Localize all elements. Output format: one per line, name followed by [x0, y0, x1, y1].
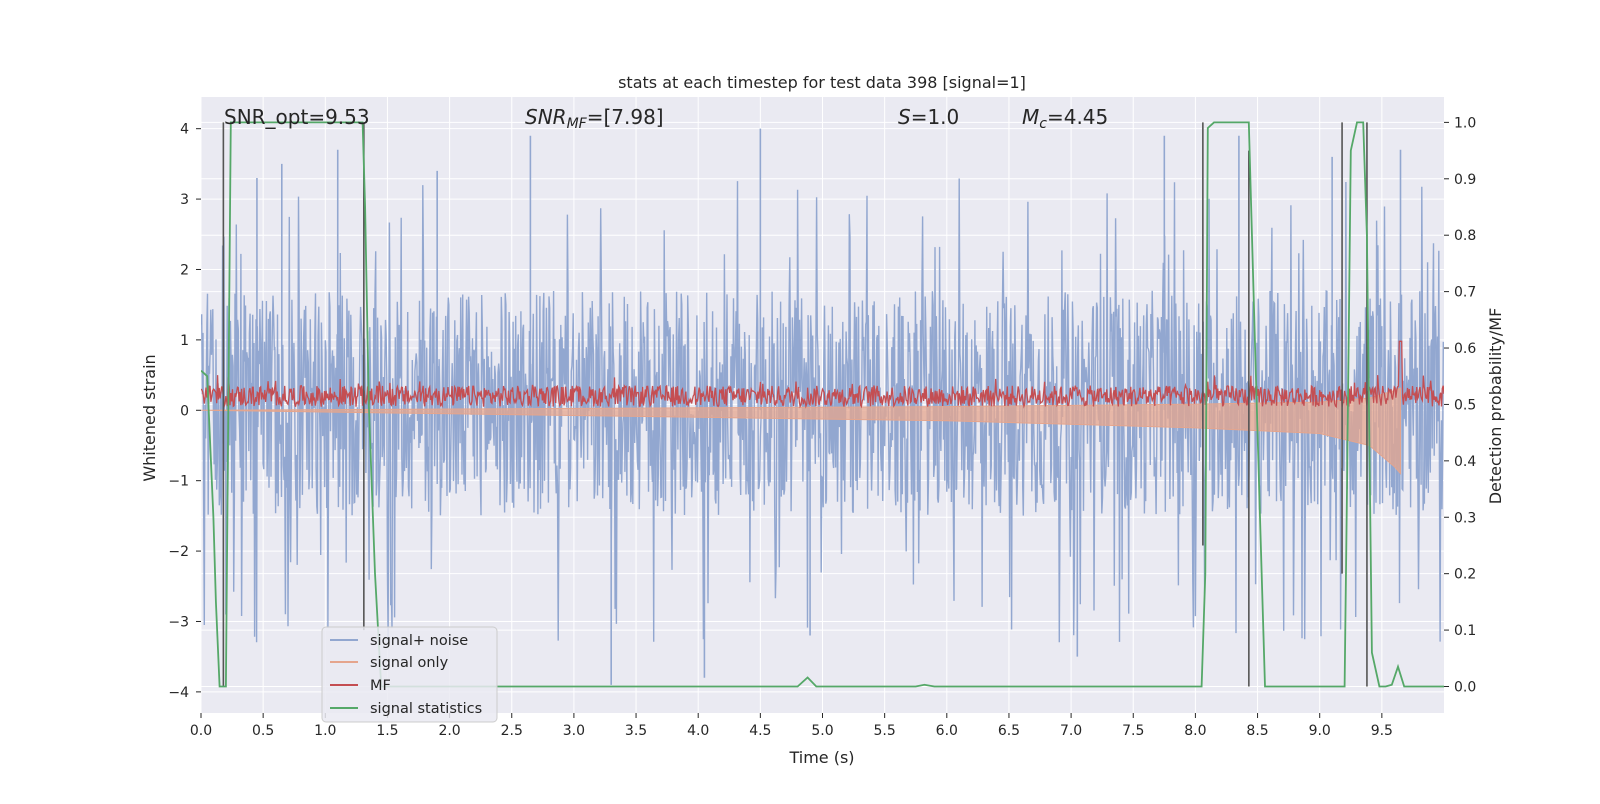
y2-tick-label: 1.0: [1454, 115, 1476, 131]
y-tick-label: −3: [168, 614, 189, 630]
y2-tick-label: 0.5: [1454, 397, 1476, 413]
x-tick-label: 7.5: [1122, 723, 1144, 739]
mf-line: [201, 340, 1444, 409]
legend-label-mf: MF: [370, 678, 391, 694]
signal-only-line: [201, 387, 1401, 475]
x-tick-label: 5.5: [874, 723, 896, 739]
series-signal-only: [201, 387, 1401, 475]
y2-tick-label: 0.7: [1454, 285, 1476, 301]
y-tick-label: 1: [180, 333, 189, 349]
annotation-mc: Mc=4.45: [1022, 105, 1108, 132]
signal-noise-line: [201, 178, 1444, 643]
x-tick-label: 2.0: [438, 723, 460, 739]
x-tick-label: 1.5: [376, 723, 398, 739]
y-tick-label: −1: [168, 474, 189, 490]
y2-tick-label: 0.9: [1454, 172, 1476, 188]
y-tick-label: 4: [180, 122, 189, 138]
legend-label-signal-only: signal only: [370, 655, 449, 671]
y2-tick-label: 0.8: [1454, 228, 1476, 244]
series-signal-statistics: [201, 121, 1444, 688]
legend: signal+ noise signal only MF signal stat…: [321, 626, 498, 723]
y-tick-label: 0: [180, 403, 189, 419]
annotation-snr-opt: SNR_opt=9.53: [224, 105, 370, 129]
legend-label-signal-noise: signal+ noise: [370, 633, 468, 649]
annotation-s: S=1.0: [898, 105, 959, 129]
x-tick-label: 9.5: [1371, 723, 1393, 739]
y2-axis-label: Detection probability/MF: [1486, 308, 1505, 505]
y-axis-label: Whitened strain: [140, 354, 159, 481]
x-tick-label: 4.5: [749, 723, 771, 739]
y2-tick-label: 0.4: [1454, 454, 1476, 470]
x-tick-label: 6.5: [998, 723, 1020, 739]
x-tick-label: 3.5: [625, 723, 647, 739]
y-tick-label: 2: [180, 262, 189, 278]
x-tick-label: 3.0: [563, 723, 585, 739]
legend-box: [321, 626, 498, 723]
signal-statistics-line: [201, 121, 1444, 688]
ticks: 0.0 0.5 1.0 1.5 2.0 2.5 3.0 3.5 4.0 4.5 5.0 5.5 6.0 6…: [168, 115, 1476, 739]
y2-tick-label: 0.2: [1454, 567, 1476, 583]
y-tick-label: −4: [168, 685, 189, 701]
x-tick-label: 8.5: [1246, 723, 1268, 739]
x-tick-label: 4.0: [687, 723, 709, 739]
plot-area: [201, 121, 1444, 688]
y2-tick-label: 0.1: [1454, 623, 1476, 639]
y-tick-label: −2: [168, 544, 189, 560]
y2-tick-label: 0.3: [1454, 510, 1476, 526]
y2-tick-label: 0.0: [1454, 679, 1476, 695]
series-signal-noise: [201, 128, 1444, 685]
x-tick-label: 9.0: [1309, 723, 1331, 739]
x-tick-label: 2.5: [501, 723, 523, 739]
x-tick-label: 0.5: [252, 723, 274, 739]
x-tick-label: 6.0: [936, 723, 958, 739]
legend-label-signal-statistics: signal statistics: [370, 701, 482, 717]
x-tick-label: 1.0: [314, 723, 336, 739]
chart-title: stats at each timestep for test data 398…: [618, 73, 1026, 92]
series-mf: [201, 340, 1444, 409]
x-tick-label: 7.0: [1060, 723, 1082, 739]
annotation-snr-mf: SNRMF=[7.98]: [525, 105, 664, 132]
x-tick-label: 5.0: [811, 723, 833, 739]
x-tick-label: 8.0: [1184, 723, 1206, 739]
y-tick-label: 3: [180, 192, 189, 208]
y2-tick-label: 0.6: [1454, 341, 1476, 357]
x-axis-label: Time (s): [788, 748, 854, 767]
x-tick-label: 0.0: [190, 723, 212, 739]
vertical-markers: [222, 122, 1368, 687]
